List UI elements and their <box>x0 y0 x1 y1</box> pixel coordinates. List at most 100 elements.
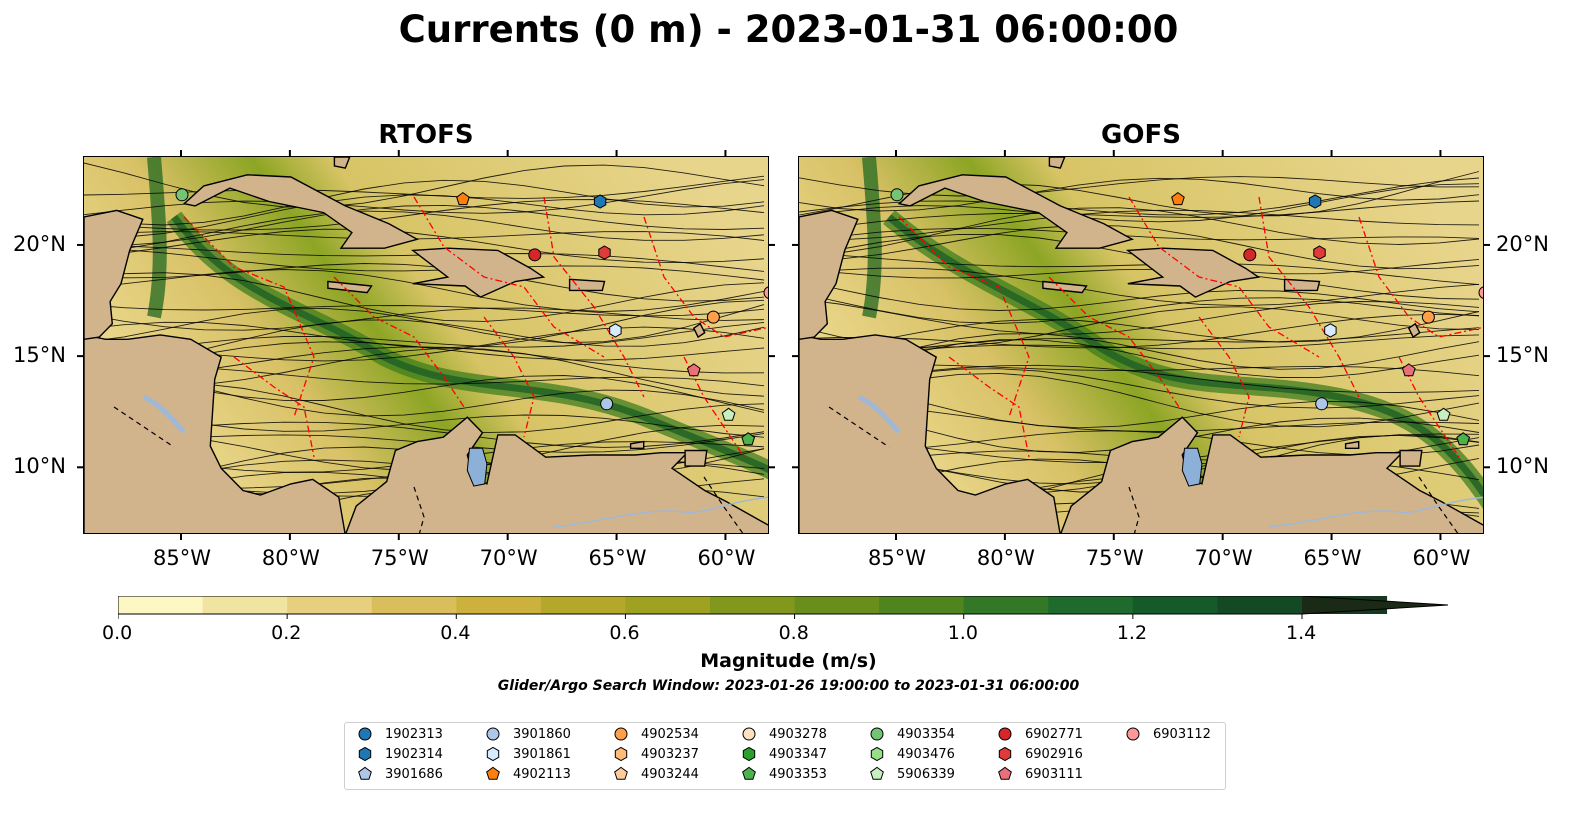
river <box>553 496 768 528</box>
colorbar-tick-label: 0.4 <box>440 622 471 644</box>
eez-boundary <box>948 356 1030 458</box>
legend-label: 6902771 <box>1025 726 1083 742</box>
streamline <box>84 244 765 272</box>
float-marker-6902771 <box>1243 248 1257 262</box>
eez-boundary <box>483 316 535 438</box>
float-marker-6903111 <box>1401 363 1416 377</box>
eez-boundary <box>333 276 465 408</box>
colorbar-segment <box>202 596 288 614</box>
legend-item-4903347: 4903347 <box>741 746 827 762</box>
legend-label: 4903237 <box>641 746 699 762</box>
float-marker-5906339 <box>721 407 736 421</box>
streamline <box>84 162 765 208</box>
legend-item-4902113: 4902113 <box>485 766 571 782</box>
legend-item-4903353: 4903353 <box>741 766 827 782</box>
legend-item-4903476: 4903476 <box>869 746 955 762</box>
colorbar-tick-label: 0.2 <box>271 622 302 644</box>
streamline <box>84 179 765 226</box>
legend-marker-icon <box>870 727 884 741</box>
float-marker-3901861 <box>609 323 622 338</box>
legend-label: 3901686 <box>385 766 443 782</box>
eez-boundary <box>183 216 315 418</box>
country-border <box>703 476 744 533</box>
lat-tick-label: 15°N <box>13 343 66 368</box>
land-bahamas1 <box>333 157 351 169</box>
colorbar-segment <box>287 596 373 614</box>
lat-tick-label: 20°N <box>13 231 66 256</box>
legend-label: 6902916 <box>1025 746 1083 762</box>
colorbar-segment <box>963 596 1049 614</box>
float-marker-6902771 <box>528 248 542 262</box>
yucatan-current-band <box>147 157 167 319</box>
lon-tick-label: 65°W <box>1303 546 1362 570</box>
lat-tick-label: 20°N <box>1496 231 1549 256</box>
legend-label: 4902113 <box>513 766 571 782</box>
float-marker-6903111 <box>686 363 701 377</box>
search-window-text: Glider/Argo Search Window: 2023-01-26 19… <box>497 678 1080 694</box>
lon-tick-label: 80°W <box>976 546 1035 570</box>
lon-tick-label: 65°W <box>588 546 647 570</box>
land-yucatan <box>799 209 859 341</box>
country-border <box>113 406 175 448</box>
float-marker-4903353 <box>1456 432 1471 446</box>
legend-marker-icon <box>742 727 756 741</box>
lon-tick-label: 60°W <box>1412 546 1471 570</box>
map-panel-rtofs[interactable] <box>83 156 769 534</box>
map-panel-gofs[interactable] <box>798 156 1484 534</box>
float-marker-5906339 <box>1436 407 1451 421</box>
colorbar-segment <box>625 596 711 614</box>
legend-marker-icon <box>358 766 372 780</box>
lake-nicaragua <box>142 394 186 434</box>
land-yucatan <box>84 209 144 341</box>
colorbar-tick-label: 0.6 <box>609 622 640 644</box>
land-puertoRico <box>568 278 606 292</box>
legend-marker-icon <box>998 727 1012 741</box>
streamline <box>84 263 765 302</box>
legend-marker-icon <box>742 746 756 762</box>
streamline <box>799 177 1480 212</box>
legend-label: 1902314 <box>385 746 443 762</box>
eez-boundary <box>1398 356 1460 458</box>
colorbar <box>118 596 1449 619</box>
eez-boundary <box>413 196 605 358</box>
streamline <box>799 267 1480 307</box>
legend-item-3901686: 3901686 <box>357 766 443 782</box>
legend-label: 4903244 <box>641 766 699 782</box>
legend-label: 5906339 <box>897 766 955 782</box>
legend-marker-icon <box>614 766 628 780</box>
colorbar-segment <box>540 596 626 614</box>
land-lesser <box>692 322 706 339</box>
streamline <box>799 233 1480 275</box>
float-marker-6902916 <box>1313 245 1326 260</box>
lake-maracaibo <box>466 447 488 487</box>
legend-marker-icon <box>998 766 1012 780</box>
river <box>1268 496 1483 528</box>
streamline <box>84 247 765 281</box>
eez-boundary <box>683 356 745 458</box>
panel-title-gofs: GOFS <box>1101 120 1181 150</box>
land-trinidad <box>1399 449 1423 467</box>
float-marker-4903353 <box>741 432 756 446</box>
eez-boundary <box>543 196 645 398</box>
legend-label: 3901861 <box>513 746 571 762</box>
legend-item-3901860: 3901860 <box>485 726 571 742</box>
legend-item-4902534: 4902534 <box>613 726 699 742</box>
float-marker-3901860 <box>1315 397 1329 411</box>
lat-tick-label: 10°N <box>13 454 66 479</box>
colorbar-segment <box>371 596 457 614</box>
legend-label: 6903112 <box>1153 726 1211 742</box>
country-border <box>828 406 890 448</box>
lon-tick-label: 60°W <box>697 546 756 570</box>
lake-nicaragua <box>857 394 901 434</box>
land-centralAmerica <box>799 334 1061 533</box>
streamline <box>799 267 1480 300</box>
legend-marker-icon <box>870 746 884 762</box>
streamline <box>799 298 1480 335</box>
lon-tick-label: 85°W <box>868 546 926 570</box>
colorbar-segment <box>456 596 542 614</box>
yucatan-current-band <box>862 157 882 319</box>
colorbar-segment <box>879 596 965 614</box>
float-marker-6902916 <box>598 245 611 260</box>
float-marker-1902314 <box>1308 194 1322 209</box>
float-marker-6903112 <box>763 286 768 299</box>
